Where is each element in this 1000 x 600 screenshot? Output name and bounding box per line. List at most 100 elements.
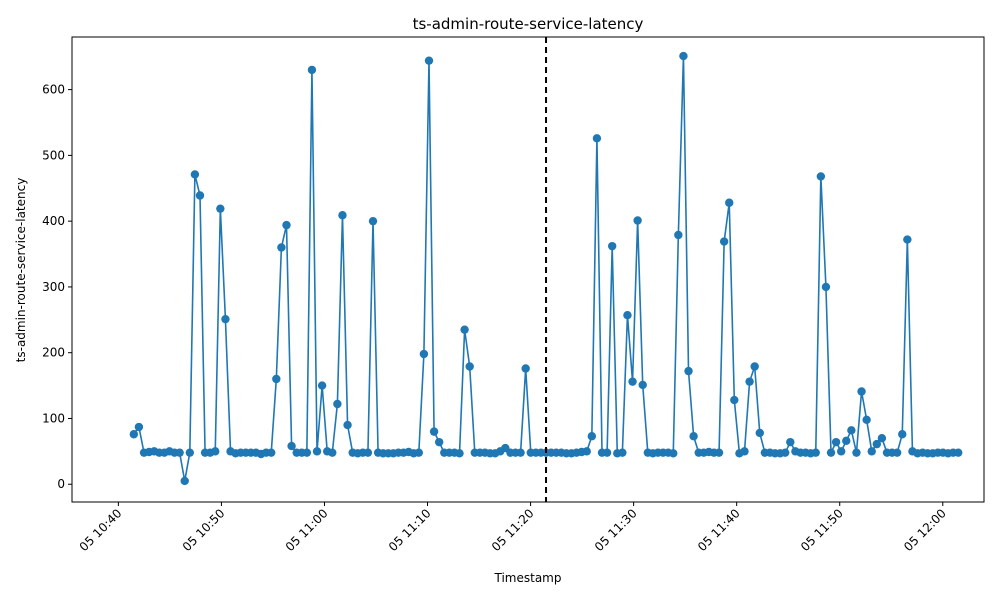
x-tick-label: 05 10:50 xyxy=(180,506,228,554)
y-axis: 0 100 200 300 400 500 600 xyxy=(42,83,72,491)
data-point xyxy=(842,436,851,446)
data-point xyxy=(857,387,866,396)
data-point xyxy=(607,241,617,251)
data-point xyxy=(750,362,759,371)
data-point xyxy=(429,427,439,436)
data-point xyxy=(328,448,337,457)
plot-frame xyxy=(71,36,985,503)
data-point xyxy=(714,448,724,457)
x-tick-label: 05 11:10 xyxy=(386,506,434,554)
data-point xyxy=(719,237,729,246)
data-point xyxy=(786,437,795,447)
data-point xyxy=(282,220,291,230)
data-point xyxy=(333,399,342,409)
x-tick-label: 05 11:20 xyxy=(489,506,537,554)
data-point xyxy=(867,447,876,456)
data-point xyxy=(414,448,424,457)
data-point xyxy=(592,134,602,143)
x-tick-label: 05 11:40 xyxy=(695,506,743,554)
data-point xyxy=(821,282,831,292)
data-point xyxy=(287,441,296,451)
plot-area xyxy=(129,37,963,502)
data-point xyxy=(134,422,144,432)
data-point xyxy=(628,377,637,386)
data-point xyxy=(216,204,225,213)
data-point xyxy=(587,432,597,441)
data-point xyxy=(725,198,734,207)
data-point xyxy=(521,364,530,373)
data-point xyxy=(211,447,220,456)
data-point xyxy=(312,447,322,456)
y-tick-label: 0 xyxy=(57,477,65,491)
data-point xyxy=(618,448,627,457)
chart-title: ts-admin-route-service-latency xyxy=(413,15,644,33)
data-point xyxy=(424,56,434,65)
x-tick-label: 05 11:00 xyxy=(283,506,331,554)
data-point xyxy=(816,172,826,181)
y-axis-label: ts-admin-route-service-latency xyxy=(14,178,28,363)
x-tick-label: 05 12:00 xyxy=(901,506,949,554)
x-tick-label: 05 10:40 xyxy=(77,506,125,554)
data-point xyxy=(434,437,444,447)
data-point xyxy=(740,447,749,456)
data-point xyxy=(175,448,184,457)
data-point xyxy=(221,314,230,324)
data-point xyxy=(272,374,281,384)
y-tick-label: 400 xyxy=(42,214,65,228)
data-point xyxy=(898,430,907,439)
data-point xyxy=(343,420,352,430)
data-point xyxy=(338,211,347,220)
data-point xyxy=(684,366,693,376)
data-point xyxy=(674,230,683,240)
data-point xyxy=(419,349,429,359)
y-tick-label: 500 xyxy=(42,148,65,162)
data-point xyxy=(455,449,464,458)
data-point xyxy=(730,395,739,405)
x-tick-label: 05 11:30 xyxy=(592,506,640,554)
data-point xyxy=(892,448,902,457)
x-tick-label: 05 11:50 xyxy=(798,506,846,554)
data-point xyxy=(195,191,205,200)
data-point xyxy=(903,235,912,244)
y-tick-label: 300 xyxy=(42,280,65,294)
data-point xyxy=(836,447,846,456)
y-tick-label: 200 xyxy=(42,346,65,360)
data-point xyxy=(460,325,469,334)
data-point xyxy=(180,476,189,486)
data-point xyxy=(185,448,195,457)
data-point xyxy=(307,65,317,75)
data-point xyxy=(302,448,312,457)
data-point xyxy=(638,380,647,390)
data-point xyxy=(689,432,698,441)
data-point xyxy=(317,381,327,390)
data-point xyxy=(954,448,963,457)
data-point xyxy=(277,243,286,252)
x-axis-label: Timestamp xyxy=(494,571,562,585)
data-point xyxy=(755,428,764,438)
data-point xyxy=(368,216,378,226)
x-axis: 05 10:40 05 10:50 05 11:00 05 11:10 05 11:20… xyxy=(77,502,949,554)
data-point xyxy=(602,448,612,457)
data-point xyxy=(633,216,642,225)
data-point xyxy=(669,449,678,458)
data-point xyxy=(363,448,373,457)
data-point xyxy=(831,437,841,447)
data-point xyxy=(465,362,474,371)
y-tick-label: 600 xyxy=(42,83,65,97)
data-point xyxy=(872,439,882,449)
data-point xyxy=(129,430,139,439)
data-point xyxy=(679,51,688,61)
y-tick-label: 100 xyxy=(42,411,65,425)
data-point xyxy=(516,448,525,457)
data-point xyxy=(811,448,820,457)
data-point xyxy=(190,170,200,179)
data-point xyxy=(862,415,871,424)
data-point xyxy=(623,311,632,320)
data-point xyxy=(877,434,887,443)
data-point xyxy=(826,448,836,457)
data-point xyxy=(582,447,591,456)
data-point xyxy=(852,448,861,457)
data-point xyxy=(781,448,790,457)
